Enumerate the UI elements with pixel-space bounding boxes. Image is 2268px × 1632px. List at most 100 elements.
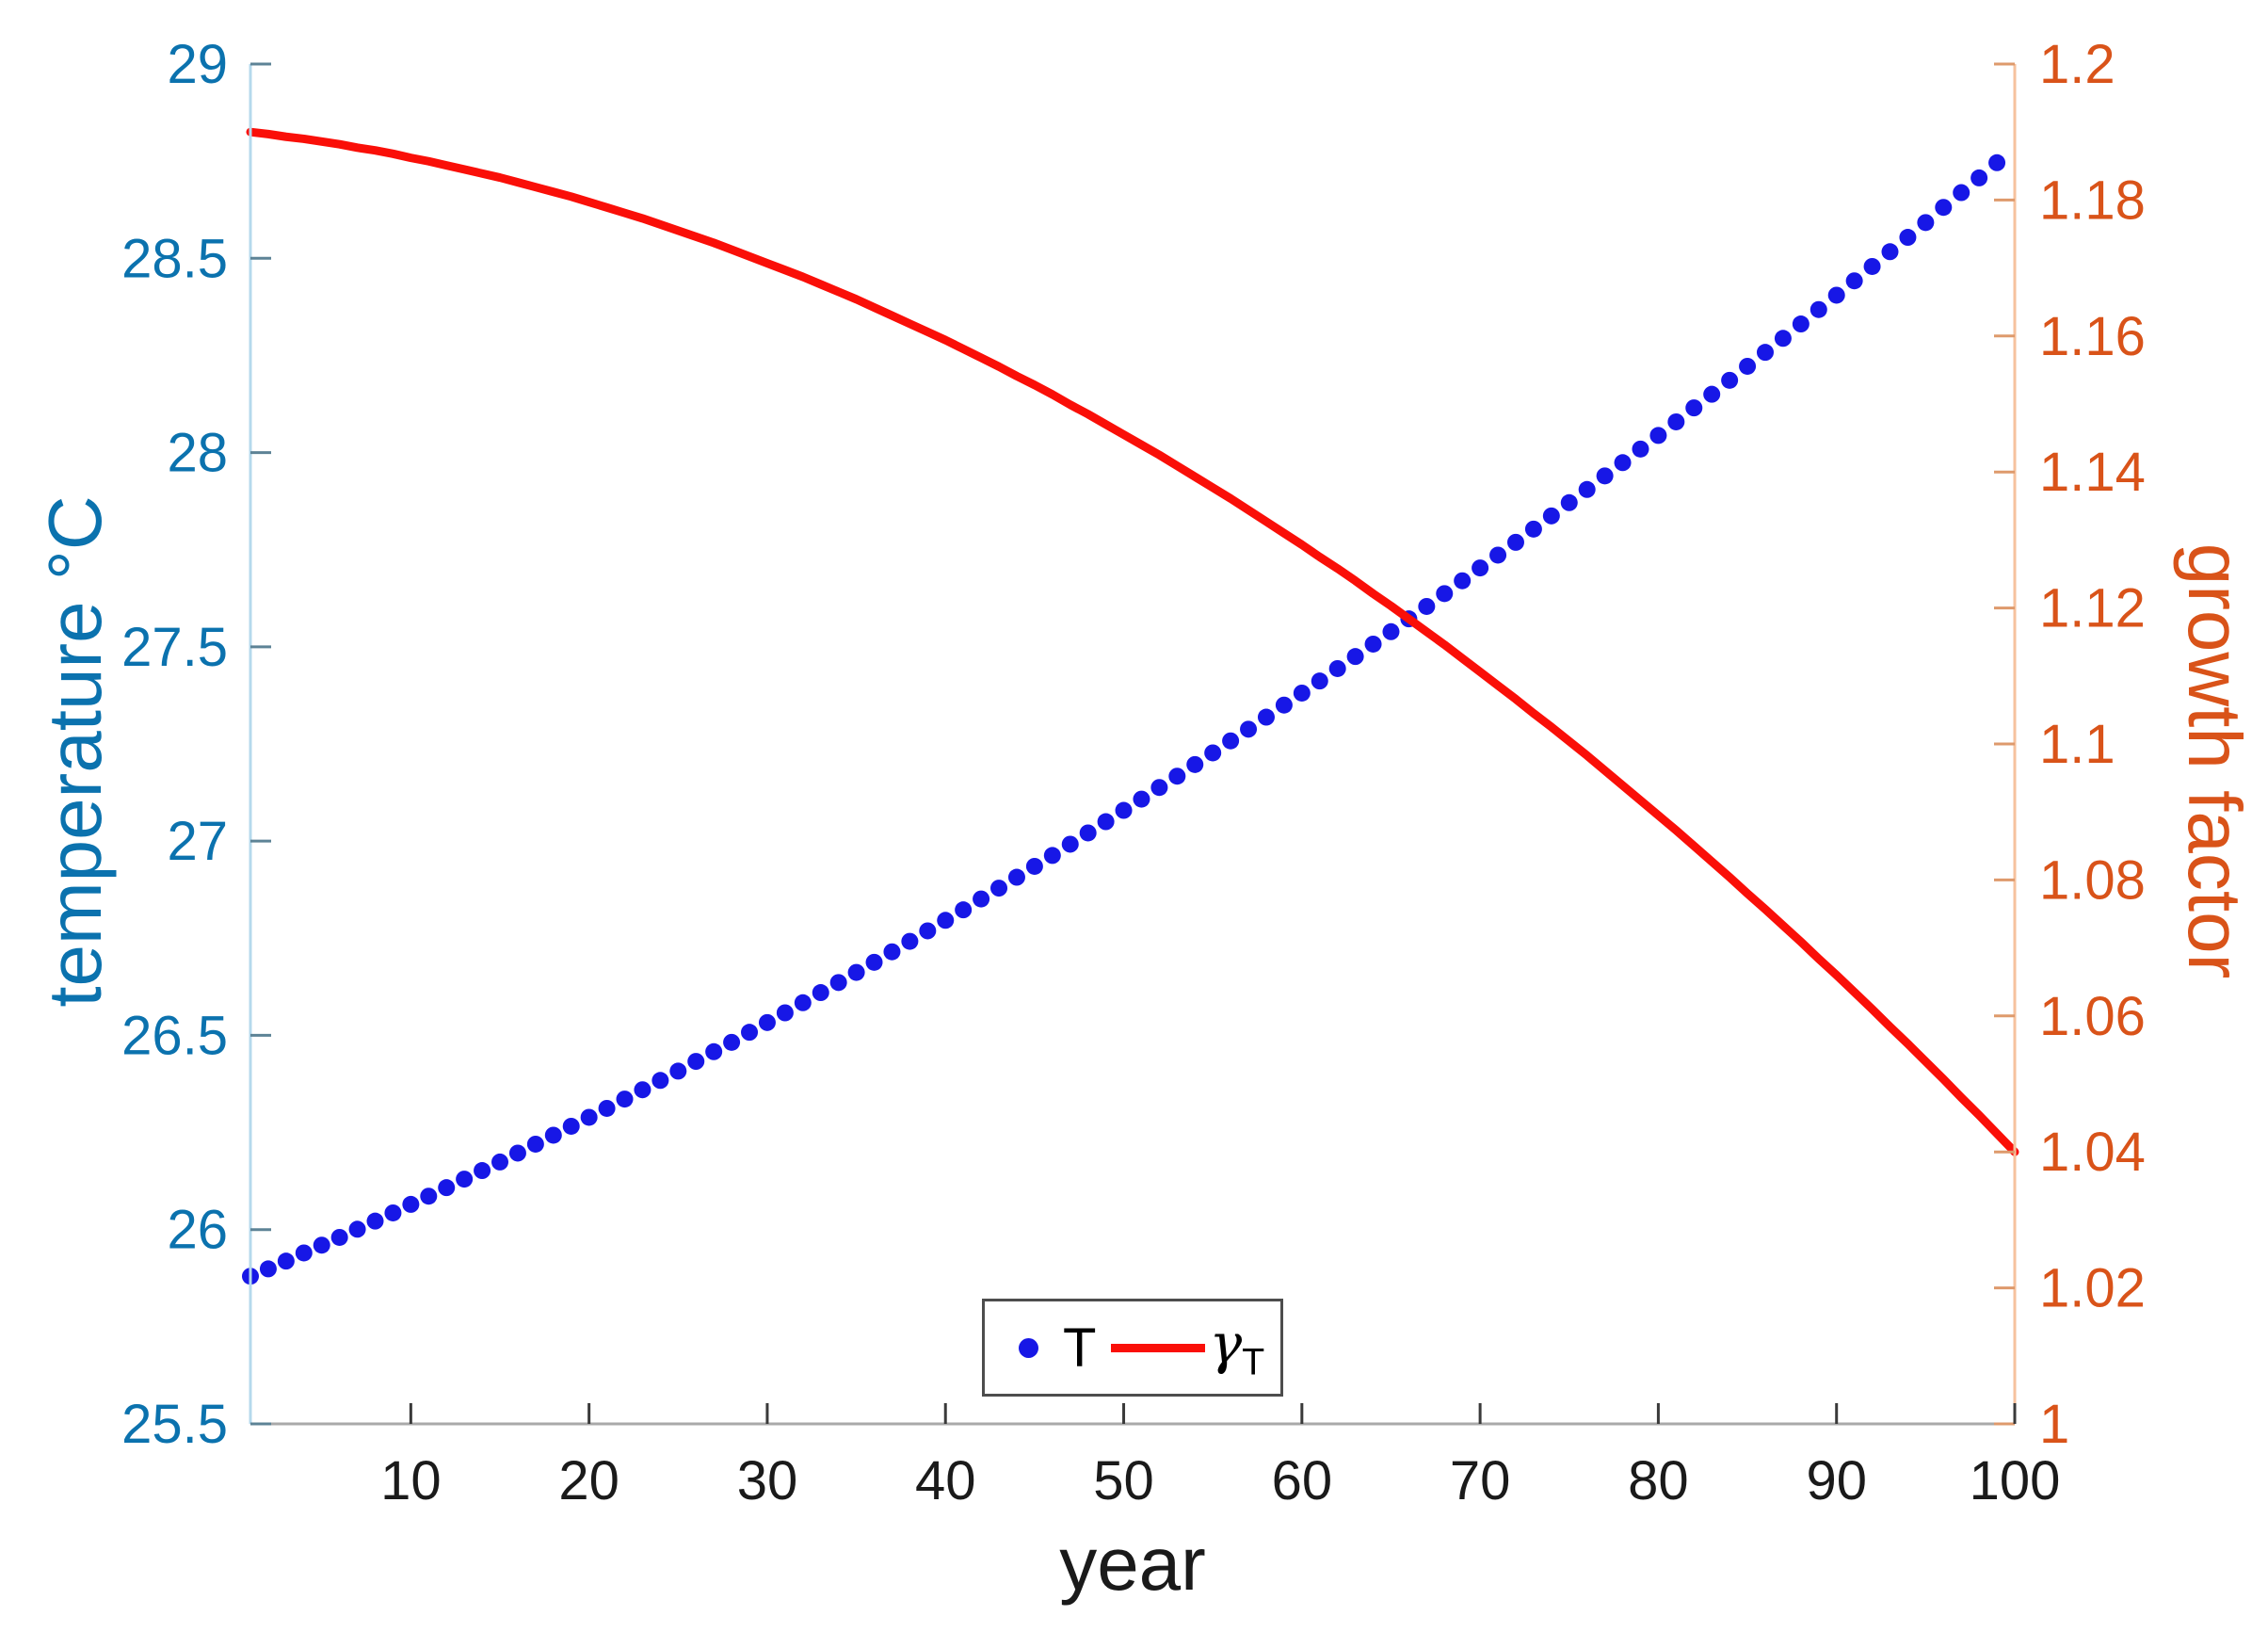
series-dot-T <box>847 963 865 981</box>
series-dot-T <box>1079 824 1097 842</box>
series-dot-T <box>1328 659 1346 677</box>
x-tick-label: 100 <box>1970 1450 2061 1511</box>
series-dot-T <box>723 1033 741 1051</box>
series-dot-T <box>829 974 847 992</box>
series-dot-T <box>937 912 955 929</box>
series-dot-T <box>1168 768 1186 785</box>
x-tick-label: 40 <box>915 1450 976 1511</box>
series-dot-T <box>1756 344 1774 362</box>
y-right-tick-label: 1.06 <box>2039 986 2146 1047</box>
legend-label-gamma: γT <box>1209 1311 1265 1383</box>
series-dot-T <box>1204 744 1222 762</box>
y-right-tick-label: 1.2 <box>2039 34 2115 95</box>
series-dot-T <box>1418 597 1436 615</box>
series-dot-T <box>1649 427 1667 444</box>
series-dot-T <box>1222 732 1240 750</box>
series-dot-T <box>491 1153 509 1171</box>
series-dot-T <box>1472 559 1489 577</box>
series-dot-T <box>1025 857 1043 875</box>
series-dot-T <box>1632 440 1649 458</box>
series-dot-T <box>741 1024 759 1042</box>
series-dot-T <box>1703 385 1721 403</box>
series-dot-T <box>1097 813 1115 831</box>
series-dot-T <box>955 901 973 919</box>
series-dot-T <box>562 1117 580 1135</box>
y-right-tick-label: 1.12 <box>2039 578 2146 639</box>
x-tick-label: 20 <box>558 1450 619 1511</box>
y-axis-label-left: temperature °C <box>33 495 117 1008</box>
series-dot-T <box>1935 199 1953 217</box>
series-dot-T <box>1311 672 1328 690</box>
y-left-tick-label: 28.5 <box>121 228 228 289</box>
x-tick-label: 30 <box>737 1450 798 1511</box>
y-right-tick-label: 1.1 <box>2039 714 2115 775</box>
series-dot-T <box>687 1053 705 1071</box>
series-dot-T <box>616 1091 634 1108</box>
series-dot-T <box>1133 790 1150 808</box>
series-dot-T <box>1043 847 1061 864</box>
y-right-tick-label: 1.16 <box>2039 306 2146 367</box>
series-dot-T <box>544 1126 562 1144</box>
series-dot-T <box>1881 243 1899 261</box>
series-line-γ_T <box>246 127 2019 1156</box>
series-dot-T <box>1917 214 1935 232</box>
series-dot-T <box>474 1162 491 1180</box>
y-left-tick-label: 25.5 <box>121 1394 228 1455</box>
x-tick-label: 80 <box>1628 1450 1689 1511</box>
series-dot-T <box>919 922 937 940</box>
y-right-tick-label: 1.02 <box>2039 1258 2146 1319</box>
series-dot-T <box>1061 835 1079 853</box>
series-dot-T <box>330 1228 348 1246</box>
y-left-tick-label: 29 <box>167 34 228 95</box>
series-dot-T <box>313 1236 330 1254</box>
series-dot-T <box>1506 533 1524 551</box>
series-dot-T <box>598 1099 616 1117</box>
series-dot-T <box>883 943 901 961</box>
y-left-tick-label: 27 <box>167 811 228 872</box>
y-right-tick-label: 1.08 <box>2039 849 2146 911</box>
y-left-tick-label: 26 <box>167 1200 228 1261</box>
series-dot-T <box>402 1195 420 1213</box>
series-dot-T <box>1721 371 1739 389</box>
series-dot-T <box>865 953 883 971</box>
series-dot-T <box>1115 801 1133 819</box>
x-tick-label: 60 <box>1272 1450 1333 1511</box>
series-dot-T <box>1614 454 1632 472</box>
series-dot-T <box>526 1135 544 1153</box>
series-dot-T <box>295 1244 313 1262</box>
x-axis-label: year <box>1059 1522 1206 1606</box>
y-right-tick-label: 1.04 <box>2039 1122 2146 1183</box>
series-dot-T <box>348 1220 366 1238</box>
y-right-tick-label: 1.14 <box>2039 442 2146 503</box>
series-dot-T <box>1827 286 1845 304</box>
series-dot-T <box>1810 300 1827 318</box>
series-dot-T <box>794 994 812 1011</box>
series-dot-T <box>1275 696 1293 714</box>
y-axis-label-right: growth factor <box>2173 542 2257 979</box>
series-dot-T <box>1667 412 1685 430</box>
series-dot-T <box>1007 868 1025 886</box>
y-left-tick-label: 26.5 <box>121 1005 228 1066</box>
series-dot-T <box>901 932 919 950</box>
series-dot-T <box>1988 154 2006 171</box>
series-dot-T <box>438 1179 456 1197</box>
series-dot-T <box>1953 184 1970 202</box>
series-dot-T <box>1774 330 1792 347</box>
series-dot-T <box>1524 520 1542 538</box>
x-tick-label: 50 <box>1093 1450 1154 1511</box>
y-left-tick-label: 27.5 <box>121 617 228 678</box>
legend: T γT <box>982 1299 1283 1397</box>
legend-label-T: T <box>1063 1317 1097 1379</box>
series-dot-T <box>1436 585 1454 603</box>
y-left-tick-label: 28 <box>167 423 228 484</box>
series-dot-T <box>1346 648 1364 666</box>
series-dot-T <box>1560 493 1578 511</box>
series-dot-T <box>1739 357 1757 375</box>
series-dot-T <box>1542 507 1560 525</box>
legend-marker-dot <box>1019 1337 1038 1358</box>
series-dot-T <box>776 1004 794 1022</box>
series-dot-T <box>420 1188 438 1205</box>
series-dot-T <box>1293 684 1311 702</box>
